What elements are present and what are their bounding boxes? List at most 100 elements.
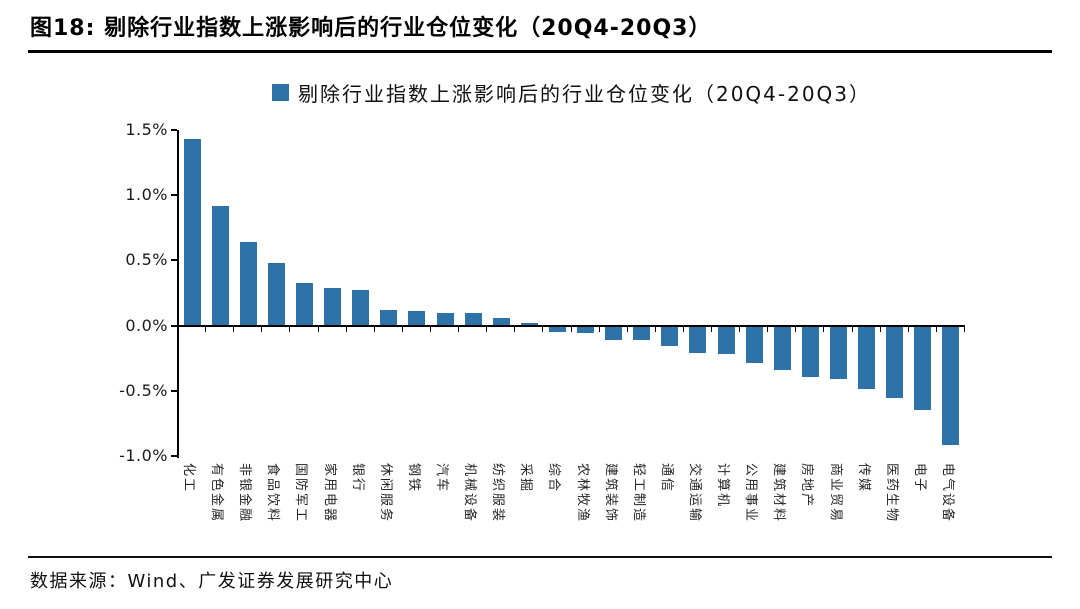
x-tick-mark <box>795 326 797 332</box>
legend-swatch-icon <box>271 84 289 101</box>
x-label-有色金属: 有色金属 <box>206 461 234 561</box>
x-tick-mark <box>626 326 628 332</box>
bar-房地产 <box>801 326 819 378</box>
x-tick-mark <box>964 326 965 332</box>
x-label-银行: 银行 <box>347 461 375 561</box>
figure-title: 图18: 剔除行业指数上涨影响后的行业仓位变化（20Q4-20Q3） <box>30 16 712 41</box>
y-tick-label: -1.0% <box>119 446 168 465</box>
bar-plot-area <box>178 130 965 456</box>
x-label-电气设备: 电气设备 <box>937 461 965 561</box>
x-label-交通运输: 交通运输 <box>684 461 712 561</box>
x-label-text: 综合 <box>546 463 562 494</box>
x-label-纺织服装: 纺织服装 <box>487 461 515 561</box>
x-tick-mark <box>233 326 235 332</box>
x-label-采掘: 采掘 <box>515 461 543 561</box>
x-label-text: 轻工制造 <box>630 463 646 524</box>
x-tick-mark <box>261 326 263 332</box>
x-label-text: 有色金属 <box>209 463 225 524</box>
x-label-轻工制造: 轻工制造 <box>628 461 656 561</box>
bar-商业贸易 <box>830 326 848 379</box>
x-label-text: 商业贸易 <box>827 463 843 524</box>
footer-divider <box>28 556 1052 558</box>
x-tick-mark <box>514 326 516 332</box>
x-tick-mark <box>711 326 713 332</box>
x-tick-mark <box>486 326 488 332</box>
chart-legend: 剔除行业指数上涨影响后的行业仓位变化（20Q4-20Q3） <box>178 78 965 107</box>
x-tick-mark <box>429 326 431 332</box>
bar-纺织服装 <box>492 317 510 326</box>
x-axis-labels: 化工 有色金属 非银金融 食品饮料 国防军工 家用电器 银行 休闲服务 钢铁 汽车 机械设备 纺织服装… <box>178 461 965 561</box>
x-label-通信: 通信 <box>656 461 684 561</box>
x-label-text: 钢铁 <box>405 463 421 494</box>
x-tick-mark <box>682 326 684 332</box>
x-label-text: 电子 <box>911 463 927 494</box>
bar-医药生物 <box>886 326 904 399</box>
bar-建筑材料 <box>773 326 791 370</box>
x-tick-mark <box>739 326 741 332</box>
bar-电气设备 <box>942 326 960 446</box>
x-label-医药生物: 医药生物 <box>881 461 909 561</box>
bar-休闲服务 <box>380 309 398 326</box>
x-label-text: 银行 <box>349 463 365 494</box>
bar-钢铁 <box>408 311 426 326</box>
x-tick-mark <box>823 326 825 332</box>
x-label-机械设备: 机械设备 <box>459 461 487 561</box>
x-label-汽车: 汽车 <box>431 461 459 561</box>
bar-汽车 <box>436 312 454 326</box>
y-tick-mark <box>171 194 177 197</box>
x-label-text: 化工 <box>181 463 197 494</box>
bar-轻工制造 <box>633 326 651 340</box>
x-label-text: 通信 <box>658 463 674 494</box>
x-label-text: 采掘 <box>518 463 534 494</box>
x-tick-mark <box>879 326 881 332</box>
x-label-公用事业: 公用事业 <box>740 461 768 561</box>
x-label-text: 电气设备 <box>939 463 955 524</box>
bar-综合 <box>548 326 566 332</box>
bar-电子 <box>914 326 932 411</box>
x-label-text: 国防军工 <box>293 463 309 524</box>
x-tick-mark <box>458 326 460 332</box>
x-label-text: 房地产 <box>799 463 815 509</box>
bar-国防军工 <box>295 282 313 326</box>
y-tick-mark <box>171 455 177 457</box>
y-tick-mark <box>171 259 177 262</box>
bar-机械设备 <box>464 312 482 326</box>
x-tick-mark <box>907 326 909 332</box>
x-label-国防军工: 国防军工 <box>290 461 318 561</box>
bar-农林牧渔 <box>577 326 595 334</box>
x-label-text: 传媒 <box>855 463 871 494</box>
x-tick-mark <box>345 326 347 332</box>
x-label-综合: 综合 <box>543 461 571 561</box>
x-tick-mark <box>289 326 291 332</box>
x-tick-mark <box>205 326 207 332</box>
y-tick-label: -0.5% <box>119 380 168 400</box>
y-tick-label: 1.0% <box>125 185 168 205</box>
x-label-text: 公用事业 <box>743 463 759 524</box>
x-label-text: 交通运输 <box>686 463 702 524</box>
y-tick-mark <box>171 129 177 131</box>
x-label-text: 农林牧渔 <box>574 463 590 524</box>
x-label-计算机: 计算机 <box>712 461 740 561</box>
x-label-建筑材料: 建筑材料 <box>768 461 796 561</box>
legend-label: 剔除行业指数上涨影响后的行业仓位变化（20Q4-20Q3） <box>297 82 872 106</box>
x-tick-mark <box>935 326 937 332</box>
x-label-电子: 电子 <box>909 461 937 561</box>
x-tick-mark <box>570 326 572 332</box>
x-axis-line <box>177 324 965 327</box>
x-tick-mark <box>598 326 600 332</box>
x-label-text: 食品饮料 <box>265 463 281 524</box>
bar-非银金融 <box>239 242 257 326</box>
y-tick-label: 0.0% <box>125 315 168 335</box>
bar-计算机 <box>717 326 735 354</box>
x-label-休闲服务: 休闲服务 <box>375 461 403 561</box>
bar-公用事业 <box>745 326 763 364</box>
x-label-text: 医药生物 <box>883 463 899 524</box>
x-label-text: 建筑装饰 <box>602 463 618 524</box>
bar-传媒 <box>858 326 876 390</box>
bar-有色金属 <box>211 205 229 326</box>
bar-交通运输 <box>689 326 707 353</box>
x-label-商业贸易: 商业贸易 <box>824 461 852 561</box>
x-label-家用电器: 家用电器 <box>319 461 347 561</box>
x-tick-mark <box>542 326 544 332</box>
x-label-text: 机械设备 <box>462 463 478 524</box>
